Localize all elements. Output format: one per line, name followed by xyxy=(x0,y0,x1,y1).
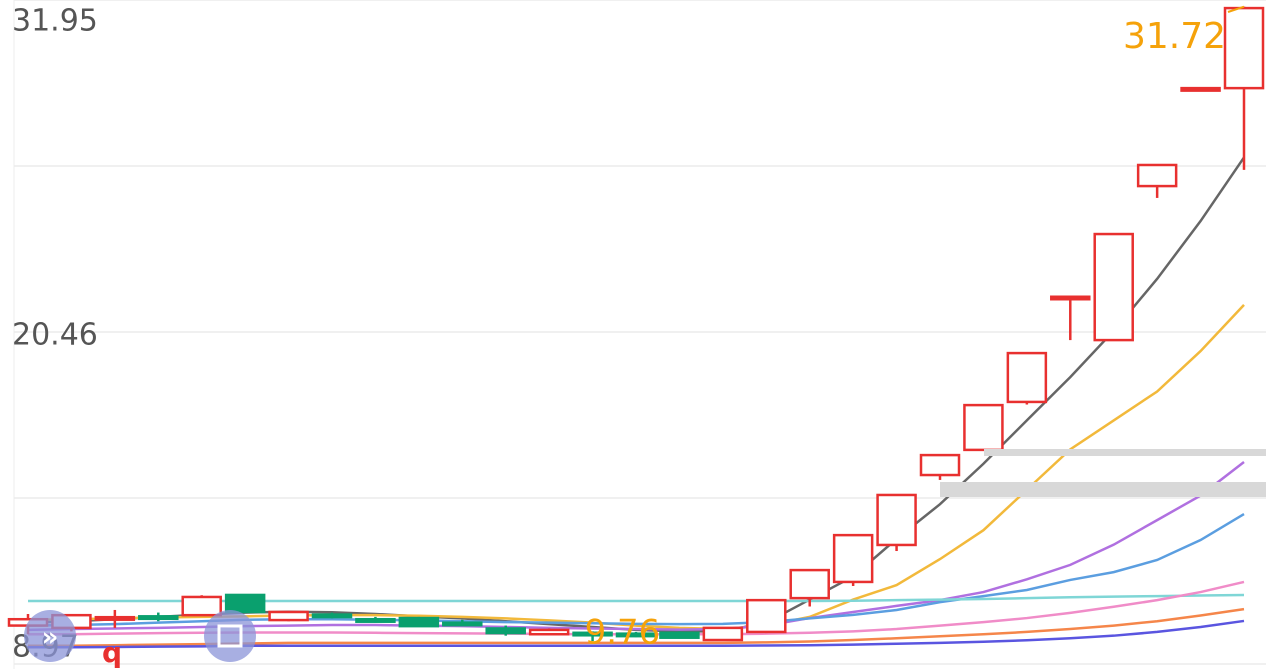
y-tick-label: 20.46 xyxy=(12,318,98,353)
candle-body xyxy=(876,493,917,547)
candle-body xyxy=(1050,295,1091,301)
candles xyxy=(7,6,1265,642)
expand-button[interactable] xyxy=(24,610,76,662)
candle-body xyxy=(963,403,1004,452)
tool-icon xyxy=(217,624,243,648)
max-pointer xyxy=(1227,5,1245,13)
expand-icon: » xyxy=(42,623,59,653)
candle-body xyxy=(702,626,744,642)
grid xyxy=(14,0,1266,665)
candle-body xyxy=(398,616,440,628)
candle-body xyxy=(311,613,353,619)
candle-body xyxy=(1180,86,1221,92)
overlay-bar xyxy=(940,482,1266,497)
tool-button[interactable] xyxy=(204,610,256,662)
candle-body xyxy=(138,615,179,621)
y-tick-label: 31.95 xyxy=(12,4,98,39)
candle-body xyxy=(442,621,483,627)
candle-body xyxy=(528,628,570,636)
candle-body xyxy=(1093,232,1134,342)
candle-body xyxy=(355,617,396,623)
candle-body xyxy=(485,627,526,635)
candle-body xyxy=(832,533,874,584)
min-label: 9.76 xyxy=(585,613,661,653)
candle-body xyxy=(268,610,309,622)
candle-body xyxy=(919,453,961,477)
candle-body xyxy=(789,568,830,600)
candle-body xyxy=(94,615,136,621)
candle-body xyxy=(1136,163,1178,188)
candle-body xyxy=(746,598,787,634)
overlay-text: q xyxy=(102,636,122,669)
overlay-bar xyxy=(984,449,1266,456)
candle-body xyxy=(572,631,613,637)
candle-body xyxy=(1223,6,1265,90)
candle-body xyxy=(659,631,700,639)
candle-body xyxy=(224,593,266,614)
candle-body xyxy=(615,632,657,638)
candle-body xyxy=(1006,351,1048,404)
max-label: 31.72 xyxy=(1123,16,1226,57)
candle-body xyxy=(181,595,222,617)
